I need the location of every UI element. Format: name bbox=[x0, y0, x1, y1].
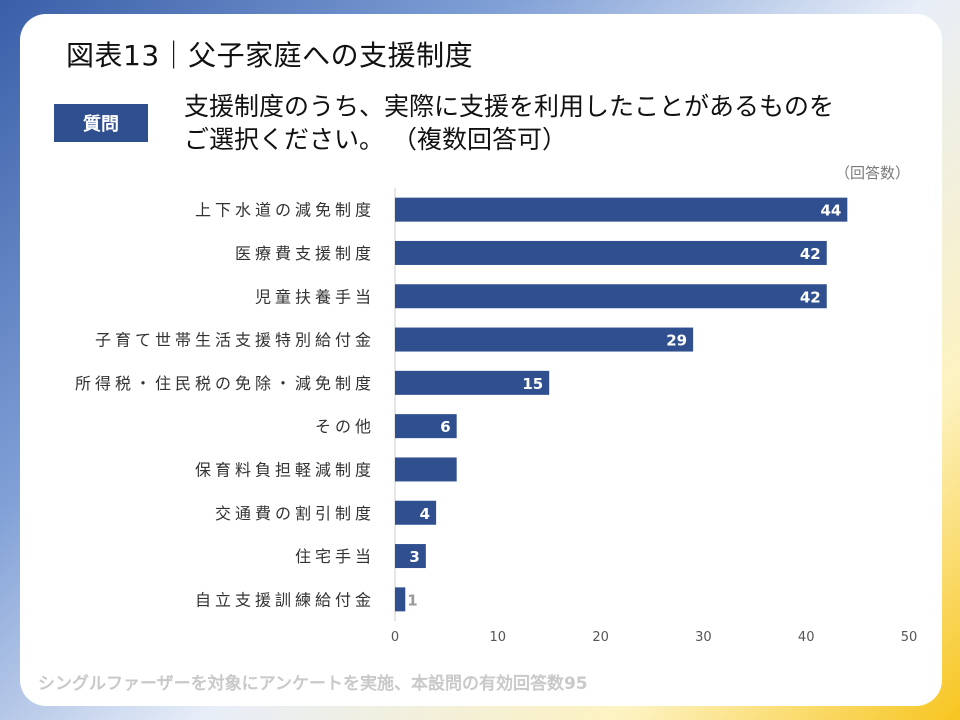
bar bbox=[395, 240, 827, 265]
bar bbox=[395, 544, 426, 569]
data-label: 44 bbox=[820, 202, 841, 220]
category-label: 医療費支援制度 bbox=[235, 244, 375, 263]
page-title: 図表13｜父子家庭への支援制度 bbox=[66, 39, 474, 72]
data-label: 42 bbox=[800, 288, 821, 306]
bar bbox=[395, 370, 550, 395]
bar bbox=[395, 457, 457, 482]
data-label: 3 bbox=[409, 548, 419, 566]
x-tick-label: 40 bbox=[798, 630, 815, 645]
data-label: 29 bbox=[666, 332, 687, 350]
x-tick-label: 20 bbox=[592, 630, 609, 645]
question-line-1: 支援制度のうち、実際に支援を利用したことがあるものを bbox=[184, 92, 835, 121]
data-label: 15 bbox=[522, 375, 543, 393]
category-label: 子育て世帯生活支援特別給付金 bbox=[95, 331, 375, 350]
bar bbox=[395, 587, 406, 612]
category-label: その他 bbox=[315, 417, 375, 436]
question-line-2: ご選択ください。 （複数回答可） bbox=[184, 125, 567, 154]
x-tick-label: 50 bbox=[901, 630, 918, 645]
x-tick-label: 0 bbox=[391, 630, 399, 645]
footnote: シングルファーザーを対象にアンケートを実施、本設問の有効回答数95 bbox=[38, 674, 588, 694]
bar bbox=[395, 414, 457, 439]
category-label: 住宅手当 bbox=[295, 547, 375, 566]
category-label: 所得税・住民税の免除・減免制度 bbox=[75, 374, 375, 393]
card-panel: 図表13｜父子家庭への支援制度 質問 支援制度のうち、実際に支援を利用したことが… bbox=[20, 14, 942, 706]
category-label: 上下水道の減免制度 bbox=[195, 201, 375, 220]
data-label: 42 bbox=[800, 245, 821, 263]
question-text: 支援制度のうち、実際に支援を利用したことがあるものを ご選択ください。 （複数回… bbox=[184, 90, 944, 156]
category-label: 交通費の割引制度 bbox=[215, 504, 375, 523]
bar bbox=[395, 197, 848, 222]
unit-note: （回答数） bbox=[834, 164, 910, 182]
data-label: 1 bbox=[407, 591, 417, 609]
question-badge: 質問 bbox=[54, 104, 148, 142]
category-label: 自立支援訓練給付金 bbox=[195, 590, 375, 609]
category-label: 児童扶養手当 bbox=[255, 287, 375, 306]
data-label: 4 bbox=[420, 505, 430, 523]
bar bbox=[395, 500, 437, 525]
x-tick-label: 10 bbox=[490, 630, 507, 645]
bar bbox=[395, 284, 827, 309]
category-label: 保育料負担軽減制度 bbox=[195, 460, 375, 479]
bar bbox=[395, 327, 694, 352]
x-tick-label: 30 bbox=[695, 630, 712, 645]
data-label: 6 bbox=[440, 418, 450, 436]
